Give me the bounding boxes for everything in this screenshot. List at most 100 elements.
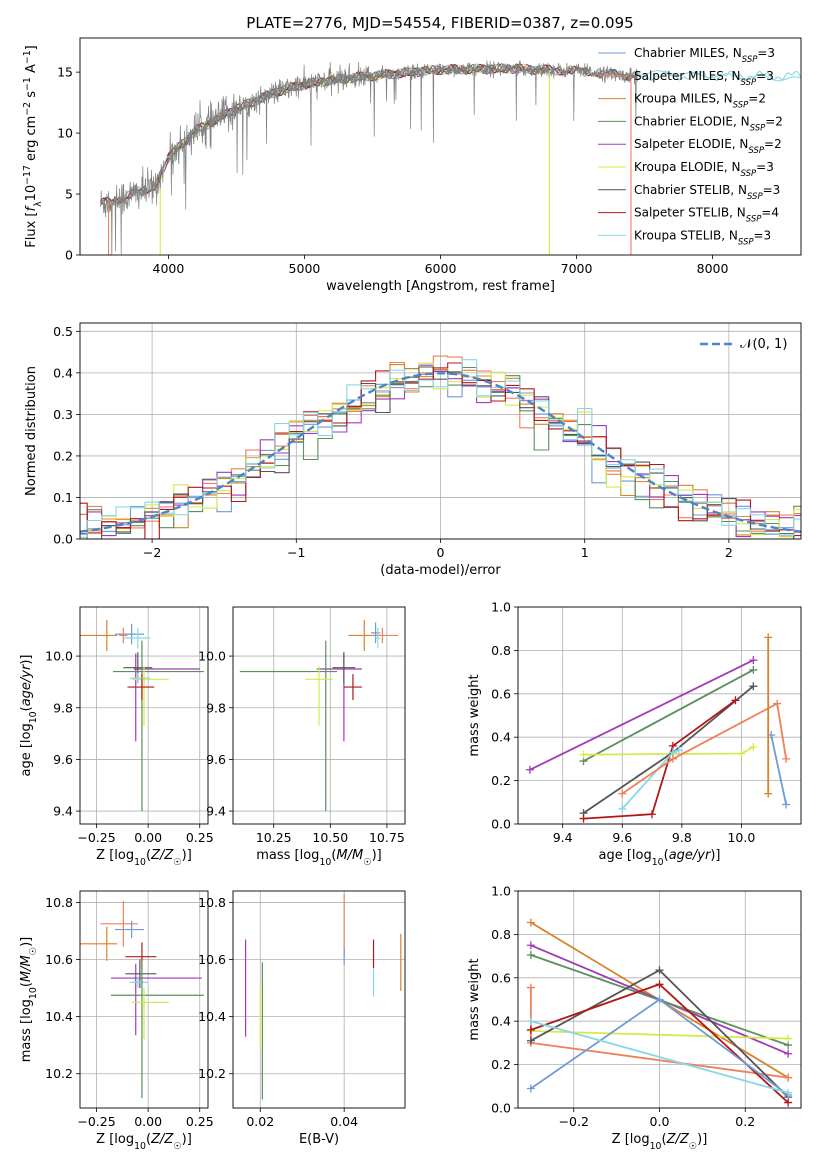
y-tick-label: 10 [57, 126, 73, 141]
axes-frame [79, 606, 209, 825]
x-axis-label: Z [log10(Z/Z☉)] [612, 1132, 708, 1152]
x-tick-label: 0.00 [134, 830, 162, 845]
errorbar-point [131, 666, 169, 726]
weight_vs_age-plot-area [525, 633, 791, 823]
errorbar-point [129, 976, 149, 989]
legend-label: Kroupa MILES, NSSP=2 [634, 92, 766, 111]
weight-marker [731, 696, 740, 705]
y-tick-label: 0.2 [53, 448, 73, 463]
y-tick-label: 10.6 [198, 952, 226, 967]
weight-marker [784, 1098, 793, 1107]
y-axis-label: mass weight [467, 674, 482, 756]
x-tick-label: 0 [437, 545, 445, 560]
residuals-legend: 𝒩(0, 1) [700, 337, 787, 352]
weight-marker [526, 1025, 535, 1034]
age_vs_Z-panel: −0.25 0.00 0.25 9.4 9.6 9.8 10.0 Z [log10(Z/Z☉)… [19, 606, 214, 868]
x-tick-label: 9.6 [612, 830, 632, 845]
errorbar-point [371, 622, 381, 644]
weight-marker [749, 656, 758, 665]
x-tick-label: 0.25 [186, 830, 214, 845]
x-tick-label: 0.2 [735, 1114, 755, 1129]
weight_vs_Z-panel: −0.2 0.0 0.2 0.0 0.2 0.4 0.6 0.8 1.0 Z [log10(Z/Z… [467, 884, 802, 1152]
errorbar-point [239, 640, 338, 812]
spectrum-legend: Chabrier MILES, NSSP=3 Salpeter MILES, NS… [598, 46, 783, 247]
y-tick-label: 9.8 [53, 700, 73, 715]
weight-marker [784, 1049, 793, 1058]
y-tick-label: 10.2 [198, 1066, 226, 1081]
legend-label: Chabrier MILES, NSSP=3 [634, 46, 775, 65]
x-tick-label: 6000 [425, 261, 457, 276]
x-tick-label: −0.25 [77, 1114, 115, 1129]
x-axis-label: mass [log10(M/M☉)] [256, 848, 382, 868]
age_vs_Z-plot-area [80, 619, 204, 812]
y-axis-label: age [log10(age/yr)] [19, 654, 39, 776]
y-tick-label: 0.6 [491, 970, 511, 985]
y-axis-label: mass weight [467, 958, 482, 1040]
spectrum-plot-area [99, 60, 801, 255]
weight-marker [579, 750, 588, 759]
legend-label: Salpeter ELODIE, NSSP=2 [634, 137, 782, 156]
y-tick-label: 0.4 [491, 730, 511, 745]
residuals-plot-area [80, 355, 801, 539]
weight-line-kroupa-stelib [530, 1020, 789, 1094]
y-tick-label: 0.3 [53, 407, 73, 422]
mass_vs_Z-panel: −0.25 0.00 0.25 10.2 10.4 10.6 10.8 Z [log10(Z/… [19, 890, 214, 1152]
x-tick-label: 10.75 [369, 830, 405, 845]
residuals-panel: −2 −1 0 1 2 0.0 0.1 0.2 0.3 0.4 0.5 (data-model)/er… [24, 322, 802, 578]
axes-frame [517, 890, 802, 1109]
legend-label: Salpeter STELIB, NSSP=4 [634, 206, 779, 225]
errorbar-point [80, 619, 118, 651]
y-tick-label: 0.2 [491, 773, 511, 788]
model-line-chabrier-stelib [100, 63, 638, 205]
weight_vs_Z-plot-area [526, 918, 793, 1107]
axes-frame [79, 890, 209, 1109]
weight-marker [526, 983, 535, 992]
x-tick-label: −0.2 [559, 1114, 589, 1129]
y-tick-label: 9.4 [206, 804, 226, 819]
errorbar-point [125, 942, 157, 971]
weight-marker [764, 789, 773, 798]
histogram-kroupa-elodie [80, 362, 801, 539]
errorbar-point [343, 674, 362, 700]
y-axis-label: Normed distribution [24, 366, 39, 496]
weight-marker [526, 1036, 535, 1045]
weight-marker [782, 754, 791, 763]
x-tick-label: 0.02 [246, 1114, 274, 1129]
x-tick-label: 8000 [697, 261, 729, 276]
x-tick-label: −0.25 [77, 830, 115, 845]
y-tick-label: 10.0 [45, 649, 73, 664]
observed-spectrum [100, 60, 638, 255]
legend-label: Salpeter MILES, NSSP=3 [634, 69, 774, 88]
x-tick-label: 5000 [289, 261, 321, 276]
x-tick-label: 10.0 [727, 830, 755, 845]
normal-reference-curve [80, 372, 801, 533]
x-axis-label: Z [log10(Z/Z☉)] [96, 1132, 192, 1152]
weight-marker [764, 633, 773, 642]
weight-line-salpeter-stelib [583, 699, 737, 820]
weight-marker [526, 1084, 535, 1093]
x-axis-label: age [log10(age/yr)] [598, 848, 720, 868]
errorbar-point [129, 672, 151, 684]
y-tick-label: 0.6 [491, 686, 511, 701]
weight_vs_age-panel: 9.4 9.6 9.8 10.0 0.0 0.2 0.4 0.6 0.8 1.0 age [log1… [467, 600, 802, 868]
weight-marker [749, 742, 758, 751]
y-tick-label: 0 [65, 248, 73, 263]
y-tick-label: 0.0 [491, 1101, 511, 1116]
y-tick-label: 10.0 [198, 649, 226, 664]
y-tick-label: 1.0 [491, 884, 511, 899]
y-tick-label: 0.2 [491, 1057, 511, 1072]
errorbar-point [332, 652, 356, 684]
y-tick-label: 0.1 [53, 490, 73, 505]
errorbar-point [80, 926, 118, 961]
legend-label: Chabrier STELIB, NSSP=3 [634, 183, 780, 202]
errorbar-point [375, 627, 381, 649]
model-line-salpeter-stelib [99, 63, 638, 205]
x-tick-label: 9.8 [672, 830, 692, 845]
x-axis-label: wavelength [Angstrom, rest frame] [326, 279, 555, 294]
errorbar-point [123, 627, 151, 649]
weight-marker [784, 1034, 793, 1043]
weight-marker [655, 995, 664, 1004]
axes-frame [232, 890, 406, 1109]
weight-marker [525, 765, 534, 774]
